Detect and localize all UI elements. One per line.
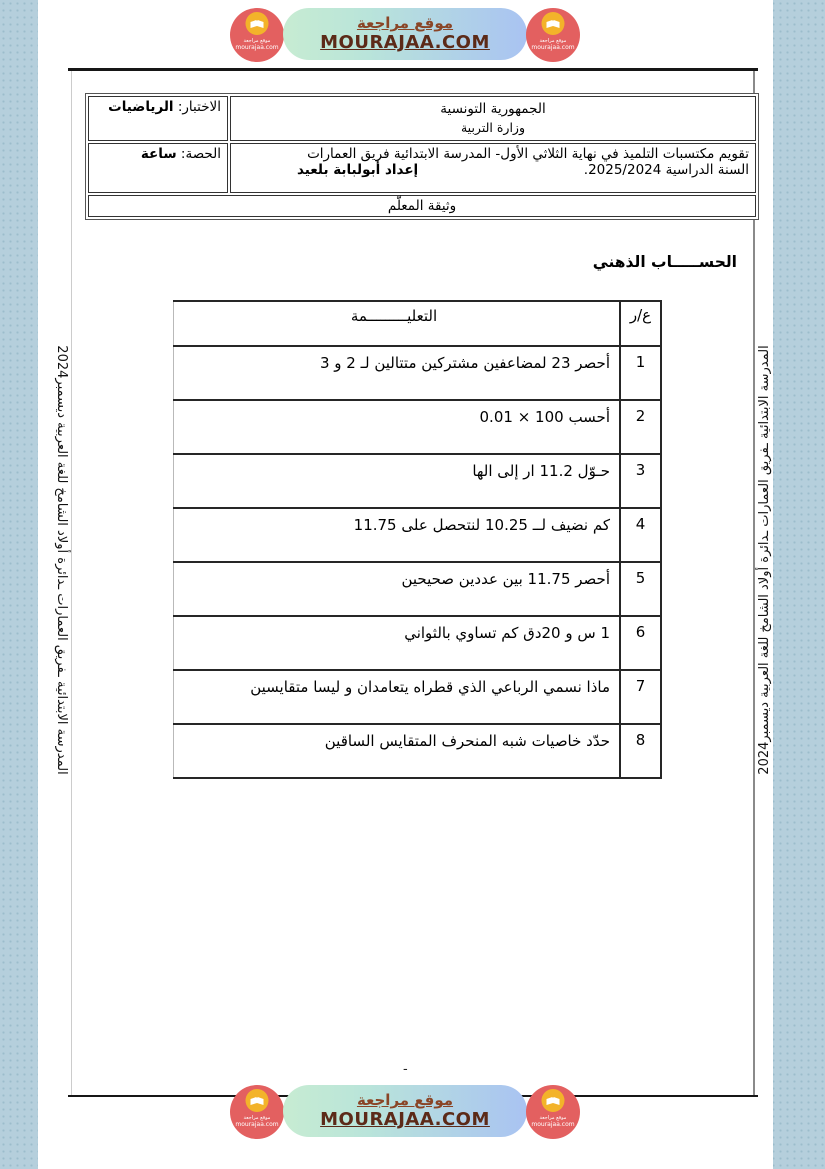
question-text: حدّد خاصيات شبه المنحرف المتقايس الساقين <box>173 723 621 779</box>
table-row: 8 حدّد خاصيات شبه المنحرف المتقايس الساق… <box>173 723 662 779</box>
logo-caption-url: mourajaa.com <box>531 44 575 51</box>
table-row: 4 كم نضيف لــ 10.25 لنتحصل على 11.75 <box>173 507 662 563</box>
questions-table: ع/ر التعليـــــــــمة 1 أحصر 23 لمضاعفين… <box>173 300 662 779</box>
logo-caption-arabic: موقع مراجعة <box>243 1115 271 1121</box>
session-label: الحصة: <box>176 146 221 162</box>
session-cell: الحصة: ساعة <box>88 143 228 193</box>
watermark-title-arabic: موقع مراجعة <box>356 1091 454 1110</box>
question-number: 1 <box>619 345 662 401</box>
question-number: 5 <box>619 561 662 617</box>
watermark-pill: موقع مراجعة MOURAJAA.COM <box>283 1085 527 1137</box>
question-number: 4 <box>619 507 662 563</box>
right-margin-watermark-text: المدرسة الابتدائية ـفريق العمارات ـدائرة… <box>757 345 772 775</box>
exam-subject-cell: الاختبار: الرياضيات <box>88 96 228 141</box>
logo-sun-icon <box>541 12 565 35</box>
question-number: 2 <box>619 399 662 455</box>
ministry-line: وزارة التربية <box>460 120 525 136</box>
book-icon <box>546 20 560 28</box>
question-text: حـوّل 11.2 ار إلى الها <box>173 453 621 509</box>
question-text: 1 س و 20دق كم تساوي بالثواني <box>173 615 621 671</box>
authority-cell: الجمهورية التونسية وزارة التربية <box>230 96 756 141</box>
logo-caption-arabic: موقع مراجعة <box>539 38 567 44</box>
question-text: أحسب 100 × 0.01 <box>173 399 621 455</box>
page-right-rule <box>753 71 755 1095</box>
question-text: أحصر 23 لمضاعفين مشتركين متتالين لـ 2 و … <box>173 345 621 401</box>
page-left-rule <box>71 71 72 1095</box>
table-row: 5 أحصر 11.75 بين عددين صحيحين <box>173 561 662 617</box>
exam-header-table: الجمهورية التونسية وزارة التربية الاختبا… <box>85 93 759 220</box>
session-duration: ساعة <box>140 146 177 162</box>
logo-caption-arabic: موقع مراجعة <box>539 1115 567 1121</box>
mourajaa-logo-icon: موقع مراجعة mourajaa.com <box>526 1085 580 1139</box>
watermark-banner-bottom: موقع مراجعة mourajaa.com موقع مراجعة MOU… <box>230 1082 580 1140</box>
column-header-instruction: التعليـــــــــمة <box>173 300 621 347</box>
question-number: 3 <box>619 453 662 509</box>
table-row: 7 ماذا نسمي الرباعي الذي قطراه يتعامدان … <box>173 669 662 725</box>
stray-dash-mark: - <box>403 1062 408 1077</box>
question-number: 7 <box>619 669 662 725</box>
section-title: الحســـــاب الذهني <box>592 253 737 271</box>
republic-line: الجمهورية التونسية <box>440 101 546 117</box>
exam-label: الاختبار: <box>173 99 221 115</box>
question-text: ماذا نسمي الرباعي الذي قطراه يتعامدان و … <box>173 669 621 725</box>
question-text: كم نضيف لــ 10.25 لنتحصل على 11.75 <box>173 507 621 563</box>
watermark-title-arabic: موقع مراجعة <box>356 14 454 33</box>
mourajaa-logo-icon: موقع مراجعة mourajaa.com <box>230 1085 284 1139</box>
page-top-rule <box>68 68 758 71</box>
mourajaa-logo-icon: موقع مراجعة mourajaa.com <box>230 8 284 62</box>
table-row: 3 حـوّل 11.2 ار إلى الها <box>173 453 662 509</box>
question-number: 6 <box>619 615 662 671</box>
table-row: 1 أحصر 23 لمضاعفين مشتركين متتالين لـ 2 … <box>173 345 662 401</box>
logo-caption-url: mourajaa.com <box>531 1121 575 1128</box>
watermark-pill: موقع مراجعة MOURAJAA.COM <box>283 8 527 60</box>
question-text: أحصر 11.75 بين عددين صحيحين <box>173 561 621 617</box>
watermark-site-url: MOURAJAA.COM <box>320 1108 490 1130</box>
question-number: 8 <box>619 723 662 779</box>
table-row: 6 1 س و 20دق كم تساوي بالثواني <box>173 615 662 671</box>
document-type-cell: وثيقة المعلّم <box>88 195 756 217</box>
book-icon <box>546 1097 560 1105</box>
book-icon <box>250 1097 264 1105</box>
logo-sun-icon <box>541 1089 565 1112</box>
logo-caption-url: mourajaa.com <box>235 1121 279 1128</box>
book-icon <box>250 20 264 28</box>
prepared-by: إعداد أبولبابة بلعيد <box>297 162 419 178</box>
exam-subject: الرياضيات <box>108 99 174 115</box>
school-year-line: السنة الدراسية 2025/2024. <box>583 162 749 178</box>
logo-sun-icon <box>245 12 269 35</box>
watermark-site-url: MOURAJAA.COM <box>320 31 490 53</box>
mourajaa-logo-icon: موقع مراجعة mourajaa.com <box>526 8 580 62</box>
logo-caption-url: mourajaa.com <box>235 44 279 51</box>
table-row: 2 أحسب 100 × 0.01 <box>173 399 662 455</box>
evaluation-cell: تقويم مكتسبات التلميذ في نهاية الثلاثي ا… <box>230 143 756 193</box>
logo-sun-icon <box>245 1089 269 1112</box>
evaluation-line: تقويم مكتسبات التلميذ في نهاية الثلاثي ا… <box>307 146 749 162</box>
watermark-banner-top: موقع مراجعة mourajaa.com موقع مراجعة MOU… <box>230 5 580 63</box>
logo-caption-arabic: موقع مراجعة <box>243 38 271 44</box>
column-header-number: ع/ر <box>619 300 662 347</box>
left-margin-watermark-text: المدرسة الابتدائية ـفريق العمارات ـدائرة… <box>54 345 69 775</box>
